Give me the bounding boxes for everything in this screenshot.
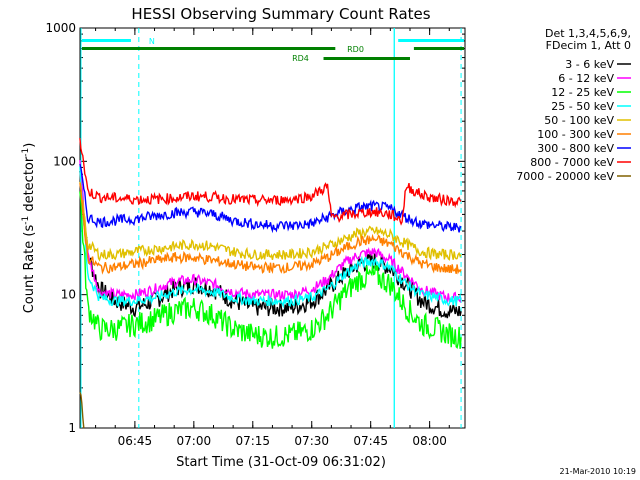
y-axis-label: Count Rate (s-1 detector-1) bbox=[21, 143, 37, 314]
legend-label: 6 - 12 keV bbox=[558, 72, 614, 85]
series-line-0 bbox=[79, 170, 462, 319]
observing-state-bars: N RD0 RD4 bbox=[80, 28, 464, 428]
rd0-state-label: RD0 bbox=[347, 45, 364, 54]
legend-label: 7000 - 20000 keV bbox=[516, 170, 614, 183]
legend-header-line-1: Det 1,3,4,5,6,9, bbox=[545, 27, 631, 40]
y-tick-label: 100 bbox=[53, 154, 76, 168]
night-state-label: N bbox=[149, 37, 155, 46]
y-tick-label: 1000 bbox=[45, 21, 76, 35]
night-state-bar bbox=[82, 39, 131, 42]
y-tick-label: 1 bbox=[68, 421, 76, 435]
x-tick-label: 07:15 bbox=[235, 434, 270, 448]
x-tick-label: 07:00 bbox=[177, 434, 212, 448]
x-tick-label: 07:45 bbox=[353, 434, 388, 448]
x-axis-ticks: 06:45 07:00 07:15 07:30 07:45 08:00 bbox=[95, 28, 450, 448]
series-line-8 bbox=[79, 391, 85, 429]
rd4-state-label: RD4 bbox=[292, 54, 309, 63]
legend-label: 3 - 6 keV bbox=[565, 58, 614, 71]
series-line-4 bbox=[79, 181, 462, 262]
x-axis-label: Start Time (31-Oct-09 06:31:02) bbox=[176, 455, 386, 470]
legend-label: 25 - 50 keV bbox=[551, 100, 614, 113]
timestamp: 21-Mar-2010 10:19 bbox=[560, 467, 637, 476]
series-lines bbox=[79, 138, 462, 429]
night-state-bar bbox=[398, 39, 464, 42]
legend-header-line-2: FDecim 1, Att 0 bbox=[546, 39, 631, 52]
y-tick-label: 10 bbox=[61, 288, 76, 302]
x-tick-label: 06:45 bbox=[118, 434, 153, 448]
legend-label: 300 - 800 keV bbox=[537, 142, 614, 155]
legend-label: 100 - 300 keV bbox=[537, 128, 614, 141]
series-line-6 bbox=[79, 163, 462, 234]
y-axis-ticks: 1 10 100 1000 bbox=[45, 21, 465, 435]
series-line-1 bbox=[79, 160, 462, 304]
legend-label: 800 - 7000 keV bbox=[530, 156, 614, 169]
series-line-5 bbox=[79, 183, 462, 275]
rd0-state-bar bbox=[413, 47, 464, 50]
series-line-2 bbox=[79, 191, 462, 349]
x-tick-label: 07:30 bbox=[294, 434, 329, 448]
legend-label: 50 - 100 keV bbox=[544, 114, 614, 127]
legend: Det 1,3,4,5,6,9, FDecim 1, Att 0 3 - 6 k… bbox=[516, 27, 631, 183]
series-line-7 bbox=[79, 138, 462, 226]
x-tick-label: 08:00 bbox=[412, 434, 447, 448]
chart-title: HESSI Observing Summary Count Rates bbox=[131, 5, 430, 23]
series-line-3 bbox=[79, 166, 462, 309]
legend-label: 12 - 25 keV bbox=[551, 86, 614, 99]
rd0-state-bar bbox=[82, 47, 336, 50]
rd4-state-bar bbox=[323, 57, 410, 60]
